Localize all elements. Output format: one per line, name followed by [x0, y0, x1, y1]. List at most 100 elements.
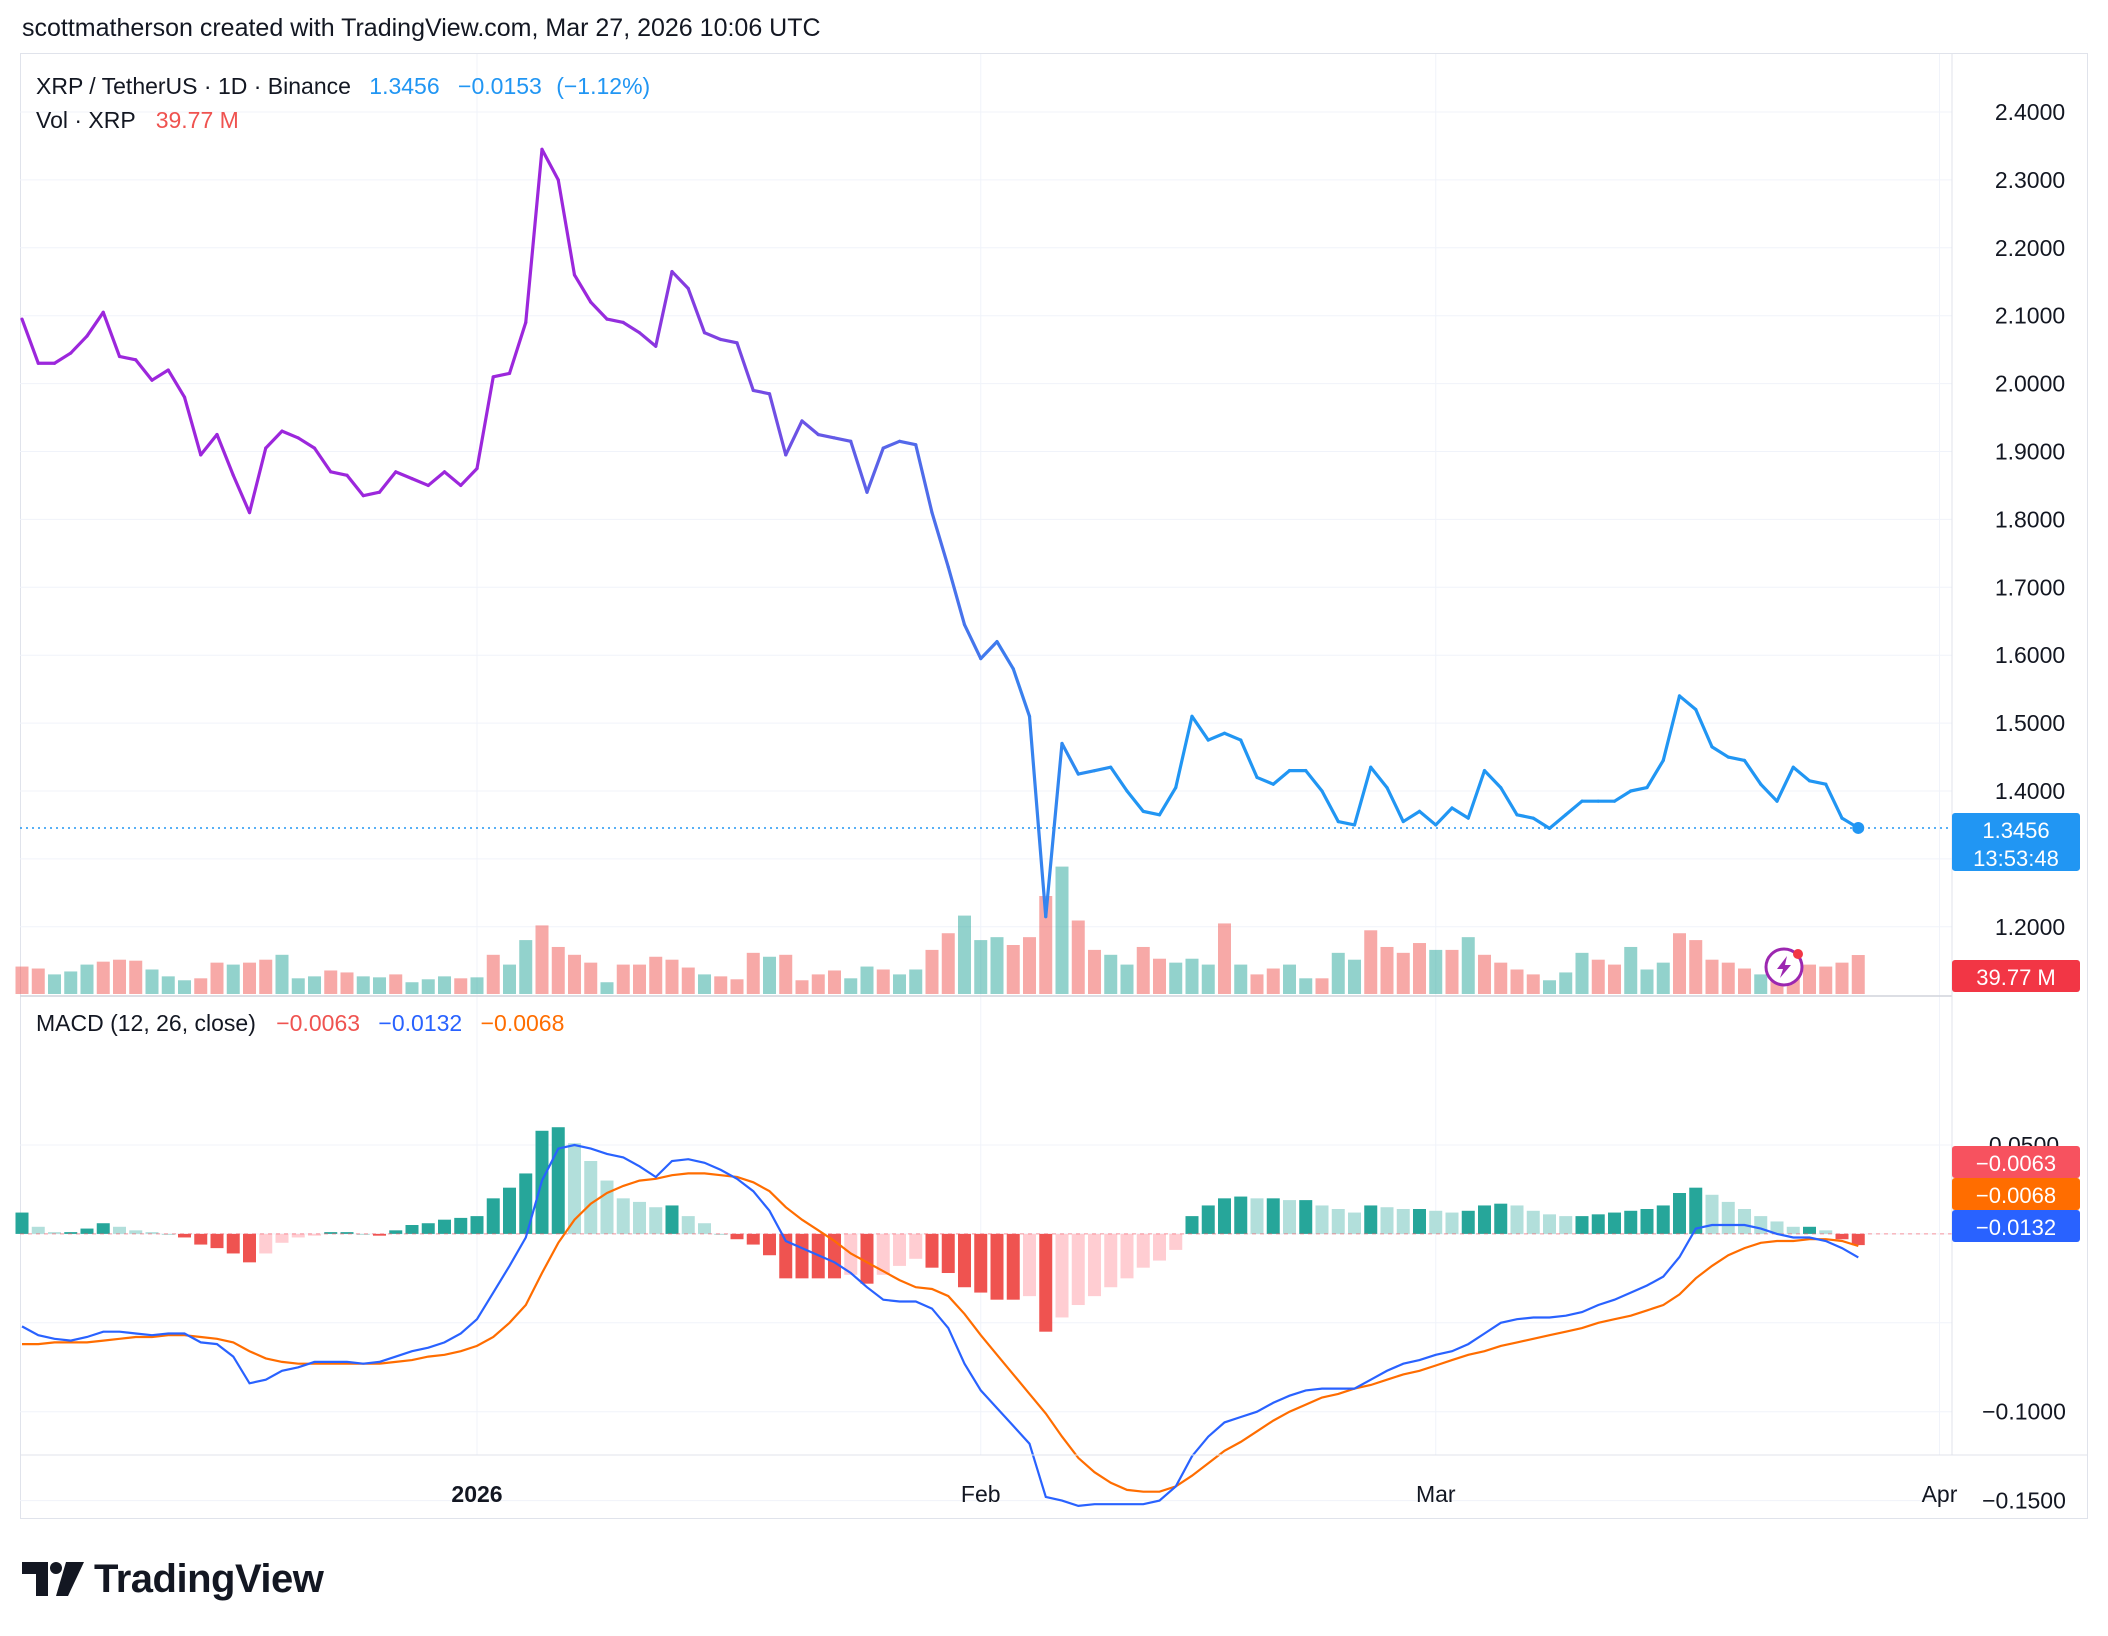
volume-bar [1803, 964, 1816, 994]
volume-bar [1656, 962, 1670, 994]
macd-histogram-bar [795, 1233, 809, 1279]
brand-logo[interactable]: TradingView [22, 1555, 324, 1603]
volume-bar [1218, 923, 1231, 994]
macd-histogram-bar [1169, 1233, 1183, 1250]
price-segment [1677, 694, 1698, 712]
macd-histogram-bar [1185, 1216, 1199, 1234]
volume-bar [1413, 943, 1426, 994]
legend-row-volume[interactable]: Vol · XRP 39.77 M [36, 107, 239, 133]
volume-bar [763, 956, 776, 994]
legend-row-price[interactable]: XRP / TetherUS · 1D · Binance 1.3456 −0.… [36, 73, 650, 99]
volume-bar [551, 946, 565, 994]
volume-bar [1136, 946, 1150, 994]
price-tick-label: 1.2000 [1995, 914, 2065, 940]
price-segment [654, 269, 674, 348]
price-segment [719, 337, 739, 345]
price-scale-badges: 1.3456 13:53:48 39.77 M −0.0063 −0.0068 −0.01… [1952, 812, 2080, 1242]
volume-bar [1851, 955, 1865, 994]
macd-histogram-bar [178, 1233, 191, 1238]
macd-histogram [15, 1127, 1952, 1332]
price-tick-label: 1.9000 [1995, 439, 2065, 465]
volume-bar [779, 954, 793, 994]
macd-histogram-bar [64, 1232, 78, 1234]
price-segment [1726, 755, 1747, 763]
price-segment [134, 358, 154, 382]
volume-bar [730, 979, 744, 994]
macd-histogram-bar [1071, 1233, 1085, 1306]
macd-histogram-bar [1835, 1233, 1849, 1240]
macd-histogram-bar [1673, 1193, 1686, 1234]
volume-bar [1559, 972, 1573, 994]
macd-line-badge: −0.0132 [1952, 1210, 2080, 1242]
macd-histogram-bar [1234, 1196, 1248, 1234]
price-segment [1531, 816, 1552, 830]
volume-bar [1705, 959, 1719, 994]
price-segment [1044, 741, 1064, 919]
legend-row-macd[interactable]: MACD (12, 26, close) −0.0063 −0.0132 −0.… [36, 1010, 564, 1036]
time-scale-labels[interactable]: 2026 Feb Mar Apr [451, 1481, 1957, 1507]
macd-line [21, 1143, 1859, 1508]
price-segment [751, 388, 772, 396]
price-segment [1612, 789, 1633, 803]
price-segment [247, 446, 268, 515]
macd-histogram-bar [1429, 1210, 1443, 1234]
price-scale-ticks[interactable]: 2.4000 2.3000 2.2000 2.1000 2.0000 1.9000 1.80… [1995, 99, 2065, 940]
volume-bar [421, 979, 435, 994]
macd-histogram-bar [1559, 1216, 1573, 1234]
macd-histogram-bar [470, 1216, 484, 1234]
price-segment [69, 334, 89, 355]
volume-bar [1250, 974, 1264, 994]
volume-bar [1624, 946, 1638, 994]
macd-lines [21, 1143, 1859, 1508]
price-segment [995, 640, 1015, 671]
volume-badge: 39.77 M [1952, 960, 2080, 992]
price-segment [589, 300, 609, 321]
macd-histogram-bar [1526, 1210, 1540, 1234]
brand-name: TradingView [94, 1556, 324, 1601]
volume-bar [1819, 966, 1833, 994]
price-line [20, 147, 1952, 919]
macd-histogram-bar [259, 1233, 273, 1254]
volume-bar [795, 980, 809, 994]
price-tick-label: 1.8000 [1995, 506, 2065, 532]
macd-histogram-bar [80, 1228, 94, 1234]
volume-bar [941, 933, 955, 994]
macd-histogram-bar [1413, 1209, 1426, 1234]
signal-line [22, 1172, 1859, 1493]
price-segment [686, 286, 707, 335]
volume-bar [1510, 969, 1524, 994]
price-segment [1239, 738, 1259, 780]
volume-bar [1543, 980, 1556, 994]
volume-bar [1526, 974, 1540, 994]
lightning-icon[interactable] [1764, 947, 1804, 987]
volume-bar [503, 964, 516, 994]
volume-bar [340, 972, 354, 994]
price-segment [312, 446, 333, 474]
volume-bar [275, 954, 289, 994]
legend-vol-value: 39.77 M [156, 107, 239, 133]
macd-histogram-bar [373, 1233, 386, 1236]
chart-canvas[interactable]: 2.4000 2.3000 2.2000 2.1000 2.0000 1.9000 1.80… [0, 0, 2108, 1540]
price-segment [1174, 714, 1194, 790]
volume-bar [1364, 930, 1378, 994]
price-segment [572, 273, 593, 304]
legend-change: −0.0153 [458, 73, 542, 99]
macd-histogram-bar [1543, 1214, 1556, 1234]
volume-bar [1396, 952, 1410, 994]
macd-histogram-bar [1575, 1216, 1589, 1234]
macd-histogram-bar [161, 1233, 175, 1235]
macd-histogram-bar [1689, 1187, 1703, 1234]
volume-bar [1721, 962, 1735, 994]
macd-histogram-bar [1364, 1205, 1378, 1234]
price-segment [117, 354, 138, 362]
volume-bars [15, 866, 1865, 994]
macd-histogram-bar [438, 1219, 451, 1234]
price-segment [1271, 769, 1292, 786]
macd-histogram-bar [291, 1233, 305, 1238]
price-segment [800, 419, 820, 437]
price-segment [329, 470, 349, 477]
macd-histogram-bar [551, 1127, 565, 1234]
price-segment [1320, 789, 1340, 824]
price-segment [150, 368, 170, 382]
macd-tick-label: −0.1000 [1982, 1399, 2066, 1425]
